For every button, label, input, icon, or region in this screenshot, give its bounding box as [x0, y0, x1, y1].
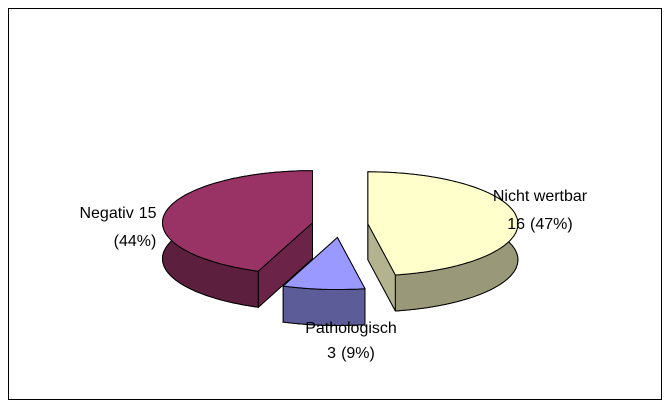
- slice-top: [162, 170, 313, 272]
- data-label: Negativ 15: [79, 205, 156, 222]
- pie-slice: [162, 170, 313, 309]
- category-label: Negativ: [79, 205, 133, 222]
- data-label: 3 (9%): [327, 345, 375, 362]
- chart-frame: [8, 8, 662, 400]
- category-label: Nicht wertbar: [493, 188, 588, 205]
- value-label: 15: [139, 205, 157, 222]
- category-label: Pathologisch: [305, 320, 397, 337]
- percent-label: (44%): [114, 233, 157, 250]
- percent-label: (9%): [341, 345, 375, 362]
- pie-slice: [367, 171, 519, 312]
- pie-slice: [282, 236, 366, 326]
- value-label: 3: [327, 345, 336, 362]
- value-label: 16: [507, 216, 525, 233]
- slice-top: [282, 236, 366, 290]
- data-label: 16 (47%): [507, 216, 572, 233]
- slice-top: [367, 171, 519, 276]
- percent-label: (47%): [530, 216, 573, 233]
